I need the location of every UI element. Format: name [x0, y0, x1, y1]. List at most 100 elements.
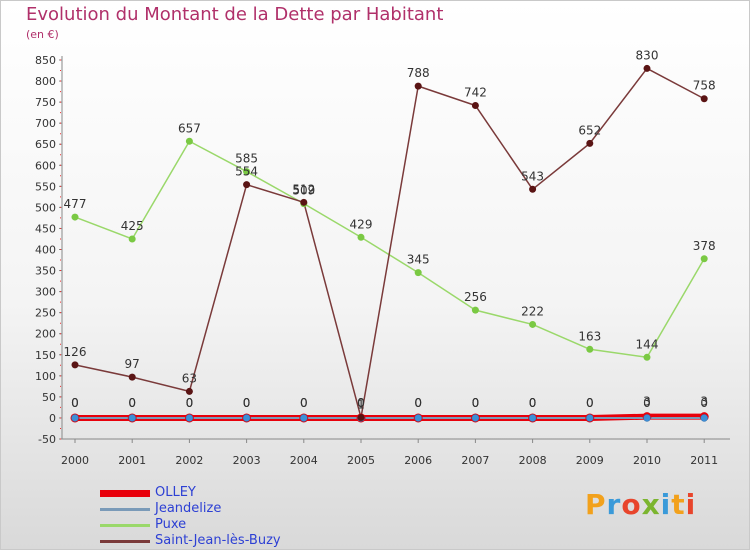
- data-label: 63: [182, 371, 197, 385]
- data-label: 657: [178, 121, 201, 135]
- legend-label: OLLEY: [155, 485, 196, 500]
- data-label: 477: [64, 197, 87, 211]
- data-point: [528, 414, 537, 422]
- data-label: 0: [243, 396, 251, 410]
- data-point: [414, 414, 422, 422]
- data-label: 554: [235, 165, 258, 179]
- data-label: 222: [521, 304, 544, 318]
- data-label: 0: [414, 396, 422, 410]
- x-tick-label: 2011: [690, 454, 718, 467]
- data-point: [357, 233, 365, 241]
- data-point: [643, 414, 651, 422]
- y-tick-label: 250: [35, 307, 56, 320]
- data-point: [700, 255, 708, 263]
- data-point: [643, 64, 651, 72]
- data-point: [185, 387, 193, 395]
- y-tick-label: 500: [35, 201, 56, 214]
- data-point: [529, 185, 537, 193]
- x-tick-label: 2000: [61, 454, 89, 467]
- data-label: 0: [186, 396, 194, 410]
- data-point: [586, 139, 594, 147]
- data-label: 543: [521, 169, 544, 183]
- logo-letter: t: [671, 488, 686, 521]
- data-label: 788: [407, 66, 430, 80]
- data-label: 585: [235, 152, 258, 166]
- data-label: 0: [357, 396, 365, 410]
- y-tick-label: 750: [35, 96, 56, 109]
- data-point: [471, 101, 479, 109]
- series-line-saint-jean-l-s-buzy: [74, 67, 705, 419]
- data-label: 0: [243, 396, 251, 410]
- legend-label: Puxe: [155, 517, 187, 532]
- x-tick-label: 2010: [633, 454, 661, 467]
- data-point: [128, 373, 136, 381]
- data-label: 163: [578, 329, 601, 343]
- data-label: 3: [700, 395, 708, 409]
- data-label: 0: [300, 396, 308, 410]
- data-label: 0: [529, 396, 537, 410]
- data-label: 429: [350, 217, 373, 231]
- legend-swatch: [100, 508, 150, 511]
- data-label: 3: [643, 395, 651, 409]
- data-point: [128, 235, 136, 243]
- data-point: [357, 414, 365, 422]
- data-label: 0: [700, 396, 708, 410]
- data-label: 758: [693, 79, 716, 93]
- data-label: 0: [472, 396, 480, 410]
- y-tick-label: 650: [35, 138, 56, 151]
- logo-letter: x: [641, 488, 661, 521]
- data-point: [243, 168, 251, 176]
- data-label: 0: [414, 396, 422, 410]
- chart-title: Evolution du Montant de la Dette par Hab…: [26, 4, 444, 25]
- logo-letter: P: [585, 488, 607, 521]
- y-tick-label: 450: [35, 222, 56, 235]
- y-tick-label: 850: [35, 54, 56, 67]
- legend-swatch: [100, 490, 150, 497]
- data-point: [586, 345, 594, 353]
- y-tick-label: 400: [35, 244, 56, 257]
- data-label: 144: [636, 337, 659, 351]
- unit-label: (en €): [26, 28, 59, 41]
- data-point: [700, 95, 708, 103]
- data-label: 830: [636, 48, 659, 62]
- x-tick-label: 2006: [404, 454, 432, 467]
- y-tick-label: 0: [49, 412, 56, 425]
- data-label: 0: [186, 396, 194, 410]
- data-label: 1: [357, 398, 365, 412]
- proxiti-logo: Proxiti: [585, 488, 696, 521]
- data-label: 425: [121, 219, 144, 233]
- data-point: [643, 353, 651, 361]
- y-tick-label: 600: [35, 159, 56, 172]
- legend-label: Jeandelize: [155, 501, 222, 516]
- y-tick-label: 100: [35, 370, 56, 383]
- x-tick-label: 2001: [118, 454, 146, 467]
- data-point: [300, 414, 308, 422]
- data-label: 0: [643, 396, 651, 410]
- data-point: [471, 306, 479, 314]
- x-tick-label: 2008: [519, 454, 547, 467]
- data-point: [700, 414, 708, 422]
- data-label: 512: [292, 182, 315, 196]
- logo-letter: o: [621, 488, 642, 521]
- data-label: 0: [586, 396, 594, 410]
- data-label: 0: [357, 396, 365, 410]
- data-label: 0: [300, 396, 308, 410]
- legend-swatch: [100, 540, 150, 543]
- y-tick-label: 200: [35, 328, 56, 341]
- legend-swatch: [100, 524, 150, 527]
- data-point: [242, 414, 251, 422]
- data-label: 126: [64, 345, 87, 359]
- data-point: [185, 137, 193, 145]
- data-label: 97: [125, 357, 140, 371]
- y-tick-label: 150: [35, 349, 56, 362]
- data-point: [128, 414, 136, 422]
- data-point: [71, 361, 79, 369]
- x-tick-label: 2002: [175, 454, 203, 467]
- legend-label: Saint-Jean-lès-Buzy: [155, 533, 281, 548]
- logo-letter: i: [660, 488, 672, 521]
- data-point: [471, 414, 480, 422]
- data-label: 0: [71, 396, 79, 410]
- logo-letter: i: [685, 488, 697, 521]
